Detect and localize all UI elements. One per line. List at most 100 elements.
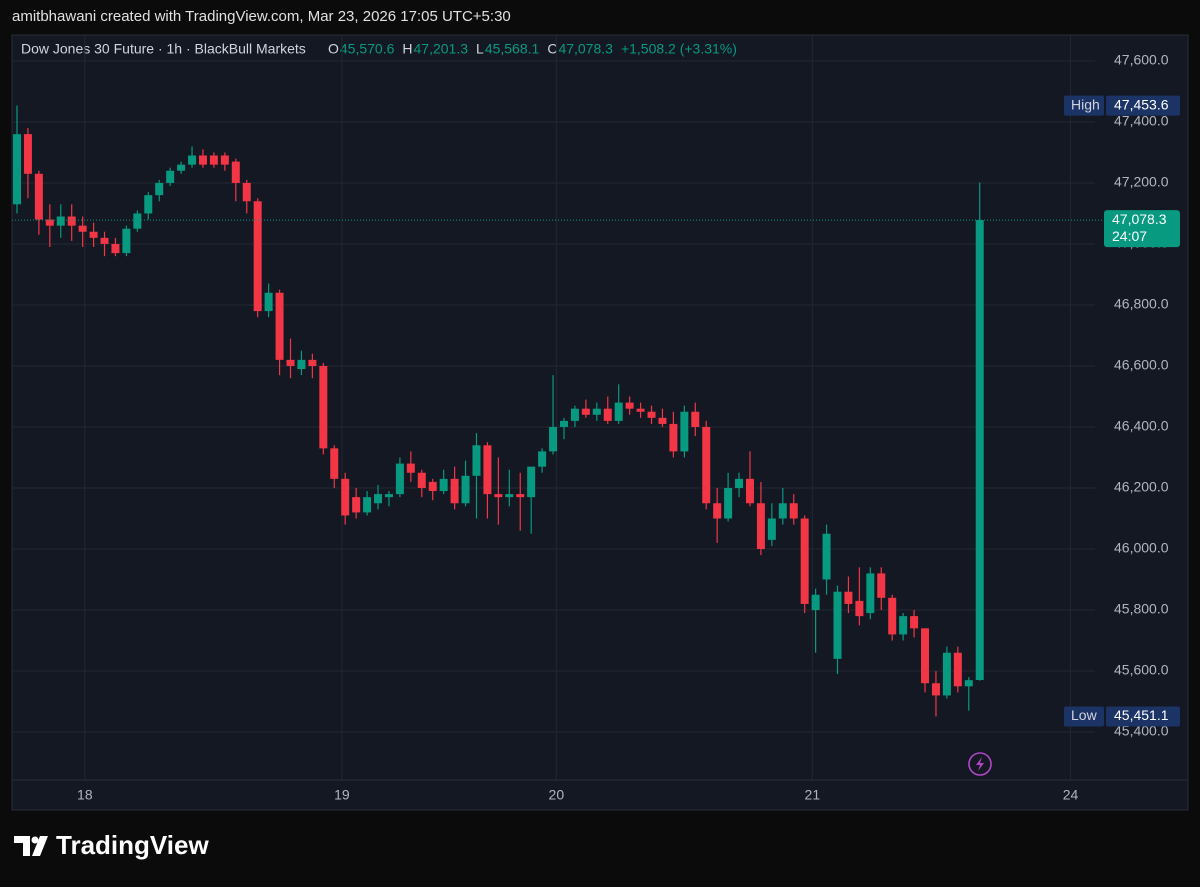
candle-body — [352, 497, 361, 513]
legend-key: H — [402, 41, 412, 57]
legend-value: 45,570.6 — [340, 41, 395, 57]
candle-body — [198, 155, 207, 165]
brand: TradingView — [56, 830, 209, 860]
countdown: 24:07 — [1112, 228, 1147, 244]
logo-icon — [14, 836, 48, 856]
marker-name: High — [1071, 96, 1100, 112]
candle-body — [822, 533, 831, 580]
candle-body — [330, 448, 339, 479]
candle-body — [384, 494, 393, 498]
candle-body — [899, 616, 908, 635]
last-price-label: 47,078.3 — [1112, 211, 1167, 227]
candle-body — [297, 359, 306, 370]
legend-key: C — [547, 41, 557, 57]
marker-value-box — [1106, 95, 1180, 116]
x-tick-label: 24 — [1063, 787, 1079, 803]
legend-values: O 45,570.6 H 47,201.3 L 45,568.1 C 47,078.3 +1,5… — [328, 41, 737, 57]
candle-body — [363, 497, 372, 513]
candle-body — [647, 411, 656, 418]
candle-body — [374, 494, 383, 504]
candle-body — [472, 445, 481, 476]
y-tick-label: 47,600.0 — [1114, 52, 1169, 68]
candle-body — [155, 182, 164, 196]
candle-body — [122, 228, 131, 254]
candle-body — [100, 237, 109, 244]
candle-body — [844, 591, 853, 604]
candle-body — [406, 463, 415, 473]
candle-body — [570, 408, 579, 421]
flash-icon — [968, 752, 992, 776]
x-tick-label: 18 — [77, 787, 93, 803]
candle-body — [735, 478, 744, 489]
candle-body — [789, 503, 798, 519]
candle-body — [231, 161, 240, 183]
candle-body — [811, 594, 820, 611]
candle-body — [778, 503, 787, 519]
candle-body — [264, 292, 273, 312]
candle-body — [877, 573, 886, 598]
candle-body — [614, 402, 623, 421]
y-tick-label: 45,600.0 — [1114, 662, 1169, 678]
y-tick-label: 47,400.0 — [1114, 113, 1169, 129]
candle-body — [855, 600, 864, 617]
candle-body — [23, 134, 32, 174]
candle-body — [581, 408, 590, 415]
candle-body — [56, 216, 65, 226]
y-tick-label: 45,800.0 — [1114, 601, 1169, 617]
marker-name-box — [1064, 706, 1104, 727]
candle-body — [89, 231, 98, 238]
candle-body — [910, 616, 919, 629]
plot: 45,400.0 45,600.0 45,800.0 46,000.0 46,200.0… — [12, 35, 1188, 803]
candle-body — [417, 472, 426, 489]
candle-body — [603, 408, 612, 421]
candle-body — [866, 573, 875, 614]
candle-body — [833, 591, 842, 659]
candle-body — [78, 225, 87, 232]
candle-body — [209, 155, 218, 165]
legend-value: 47,201.3 — [414, 41, 469, 57]
x-tick-label: 21 — [805, 787, 821, 803]
candle-body — [494, 494, 503, 498]
candle-body — [67, 216, 76, 226]
candle-body — [745, 478, 754, 504]
y-tick-label: 46,200.0 — [1114, 479, 1169, 495]
candle-body — [286, 359, 295, 366]
candle-body — [319, 365, 328, 449]
y-tick-label: 46,400.0 — [1114, 418, 1169, 434]
candle-body — [658, 417, 667, 424]
y-tick-label: 47,200.0 — [1114, 174, 1169, 190]
marker-name: Low — [1071, 707, 1098, 723]
candle-body — [439, 478, 448, 492]
candle-body — [942, 652, 951, 696]
candle-body — [680, 411, 689, 452]
candle-body — [111, 243, 120, 254]
candle-body — [691, 411, 700, 427]
candle-body — [133, 213, 142, 229]
x-tick-label: 19 — [334, 787, 350, 803]
legend-value: 45,568.1 — [485, 41, 540, 57]
candle-body — [166, 170, 175, 183]
candle-body — [888, 597, 897, 635]
candle-body — [13, 134, 21, 205]
y-tick-label: 46,800.0 — [1114, 296, 1169, 312]
legend-value: 47,078.3 — [558, 41, 613, 57]
y-tick-label: 45,400.0 — [1114, 723, 1169, 739]
candle-body — [45, 219, 54, 226]
candle-body — [308, 359, 317, 366]
candle-body — [144, 195, 153, 214]
candle-body — [756, 503, 765, 550]
candle-body — [767, 518, 776, 540]
candle-body — [592, 408, 601, 415]
candle-body — [461, 475, 470, 504]
candle-body — [253, 201, 262, 312]
candle-body — [395, 463, 404, 495]
candle-body — [177, 164, 186, 171]
candle-body — [188, 155, 197, 165]
chart-panel — [11, 34, 1189, 811]
candle-body — [702, 426, 711, 504]
candle-body — [516, 494, 525, 498]
last-price-box — [1104, 210, 1180, 248]
legend-change: +1,508.2 (+3.31%) — [621, 41, 737, 57]
marker-name-box — [1064, 95, 1104, 116]
